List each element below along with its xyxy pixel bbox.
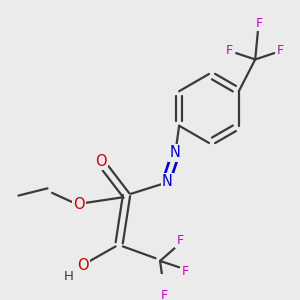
Text: F: F	[226, 44, 233, 57]
Text: F: F	[277, 44, 284, 57]
Text: O: O	[74, 197, 85, 212]
Text: N: N	[169, 146, 180, 160]
Text: F: F	[182, 265, 189, 278]
Text: F: F	[176, 235, 184, 248]
Text: O: O	[95, 154, 107, 169]
Text: F: F	[161, 289, 168, 300]
Text: N: N	[162, 175, 173, 190]
Text: H: H	[64, 270, 73, 283]
Text: F: F	[256, 17, 263, 30]
Text: O: O	[77, 258, 89, 273]
